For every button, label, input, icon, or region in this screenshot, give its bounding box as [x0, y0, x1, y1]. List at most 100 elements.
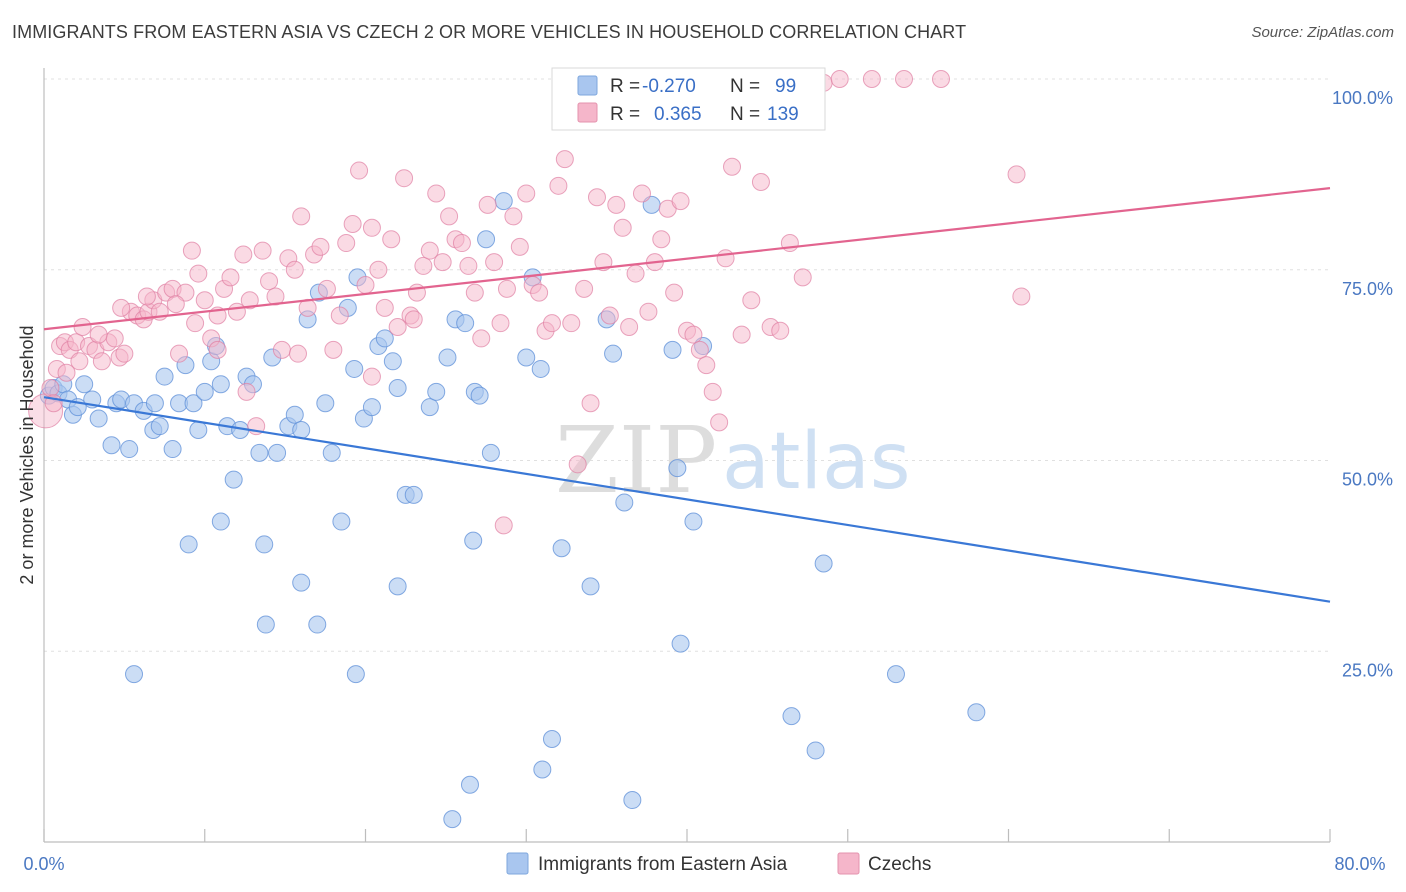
point-czechs	[70, 352, 89, 371]
point-czechs	[587, 188, 606, 207]
point-czechs	[530, 283, 549, 302]
point-czechs	[652, 230, 671, 249]
legend-n-value-1: 99	[775, 76, 796, 97]
point-eastern-asia	[75, 375, 94, 394]
point-czechs	[362, 367, 381, 386]
point-eastern-asia	[388, 577, 407, 596]
point-czechs	[375, 298, 394, 317]
point-czechs	[362, 218, 381, 237]
point-eastern-asia	[671, 634, 690, 653]
point-czechs	[440, 207, 459, 226]
point-eastern-asia	[308, 615, 327, 634]
point-eastern-asia	[456, 314, 475, 333]
point-czechs	[253, 241, 272, 260]
point-czechs	[92, 352, 111, 371]
point-eastern-asia	[346, 665, 365, 684]
point-eastern-asia	[427, 382, 446, 401]
legend-n-label-2: N =	[730, 104, 760, 125]
point-eastern-asia	[542, 729, 561, 748]
chart-title: IMMIGRANTS FROM EASTERN ASIA VS CZECH 2 …	[12, 22, 967, 42]
point-czechs	[186, 314, 205, 333]
point-eastern-asia	[322, 443, 341, 462]
point-czechs	[427, 184, 446, 203]
legend-n-value-2: 139	[767, 104, 799, 125]
series-czechs-points	[28, 70, 1031, 535]
point-czechs	[723, 157, 742, 176]
bottom-legend-swatch-pink	[837, 852, 860, 875]
point-czechs	[862, 70, 881, 88]
point-eastern-asia	[663, 340, 682, 359]
point-czechs	[600, 306, 619, 325]
point-eastern-asia	[460, 775, 479, 794]
point-czechs	[221, 268, 240, 287]
y-tick-label: 100.0%	[1332, 88, 1393, 108]
point-czechs	[350, 161, 369, 180]
point-eastern-asia	[782, 707, 801, 726]
point-eastern-asia	[211, 512, 230, 531]
point-czechs	[703, 382, 722, 401]
point-czechs	[324, 340, 343, 359]
point-eastern-asia	[604, 344, 623, 363]
point-eastern-asia	[517, 348, 536, 367]
chart-source: Source: ZipAtlas.com	[1251, 24, 1394, 41]
point-eastern-asia	[481, 443, 500, 462]
point-czechs	[478, 195, 497, 214]
point-czechs	[317, 279, 336, 298]
point-czechs	[671, 192, 690, 211]
legend-r-label-2: R =	[610, 104, 640, 125]
point-czechs	[272, 340, 291, 359]
point-czechs	[732, 325, 751, 344]
point-czechs	[195, 291, 214, 310]
point-eastern-asia	[184, 394, 203, 413]
point-eastern-asia	[195, 382, 214, 401]
point-czechs	[388, 317, 407, 336]
point-czechs	[420, 241, 439, 260]
point-czechs	[459, 256, 478, 275]
point-czechs	[433, 253, 452, 272]
y-tick-label: 75.0%	[1342, 279, 1393, 299]
point-czechs	[465, 283, 484, 302]
point-eastern-asia	[362, 398, 381, 417]
point-czechs	[504, 207, 523, 226]
point-czechs	[105, 329, 124, 348]
point-czechs	[607, 195, 626, 214]
point-czechs	[452, 234, 471, 253]
bottom-legend-label-eastern-asia: Immigrants from Eastern Asia	[538, 854, 788, 875]
legend-r-value-2: 0.365	[654, 104, 702, 125]
point-czechs	[690, 340, 709, 359]
point-eastern-asia	[886, 665, 905, 684]
point-czechs	[575, 279, 594, 298]
point-eastern-asia	[268, 443, 287, 462]
point-czechs	[613, 218, 632, 237]
point-czechs	[542, 314, 561, 333]
point-czechs	[771, 321, 790, 340]
point-eastern-asia	[668, 459, 687, 478]
point-czechs	[240, 291, 259, 310]
point-czechs	[382, 230, 401, 249]
y-tick-label: 25.0%	[1342, 660, 1393, 680]
point-czechs	[742, 291, 761, 310]
point-czechs	[472, 329, 491, 348]
point-eastern-asia	[285, 405, 304, 424]
point-czechs	[166, 295, 185, 314]
point-czechs	[208, 340, 227, 359]
point-czechs	[404, 310, 423, 329]
x-axis-ticks	[43, 829, 1331, 842]
point-czechs	[497, 279, 516, 298]
point-eastern-asia	[438, 348, 457, 367]
point-czechs	[895, 70, 914, 88]
point-eastern-asia	[150, 417, 169, 436]
point-czechs	[697, 356, 716, 375]
point-eastern-asia	[224, 470, 243, 489]
point-czechs	[684, 325, 703, 344]
x-tick-label-end: 80.0%	[1334, 854, 1385, 874]
point-eastern-asia	[552, 539, 571, 558]
point-czechs	[830, 70, 849, 88]
point-eastern-asia	[814, 554, 833, 573]
point-czechs	[639, 302, 658, 321]
point-czechs	[485, 253, 504, 272]
point-eastern-asia	[316, 394, 335, 413]
correlation-legend: R = -0.270 N = 99 R = 0.365 N = 139	[551, 67, 826, 131]
point-czechs	[710, 413, 729, 432]
point-eastern-asia	[404, 485, 423, 504]
